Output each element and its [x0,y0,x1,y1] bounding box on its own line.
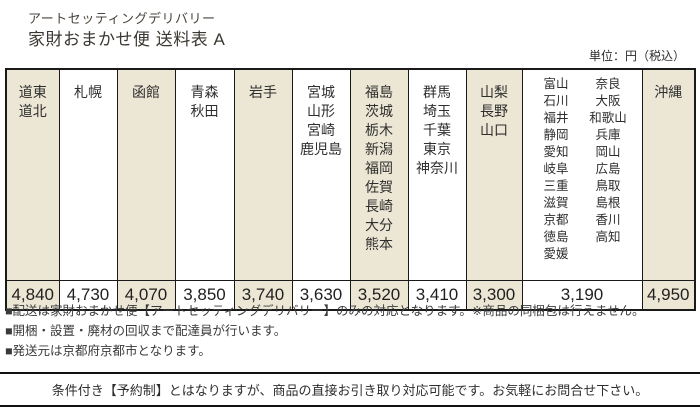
pickup-notice-box: 条件付き【予約制】とはなりますが、商品の直接お引き取り対応可能です。お気軽にお問… [0,372,700,407]
region-header-doto-dohoku: 道東 道北 [5,68,60,281]
price-cell: 3,520 [349,280,409,311]
region-list: 道東 道北 [18,84,47,119]
region-list: 青森 秋田 [190,84,219,119]
region-header-sapporo: 札幌 [58,68,118,281]
note-line: ■発送元は京都府京都市となります。 [5,344,211,358]
region-list: 群馬 埼玉 千葉 東京 神奈川 [416,84,458,176]
price-cell: 3,300 [465,280,523,311]
region-dual-list: 富山 石川 福井 静岡 愛知 岐阜 三重 滋賀 京都 徳島 愛媛 奈良 大阪 和… [523,76,642,263]
region-list: 沖縄 [654,84,683,100]
region-header-hakodate: 函館 [116,68,176,281]
price-cell: 3,740 [233,280,293,311]
notes: ■配送は家財おまかせ便【アートセッティングデリバリー】のみの対応となります。※商… [5,301,697,361]
price-cell: 4,070 [116,280,176,311]
price-cell: 4,950 [641,280,696,311]
region-header-aomori-akita: 青森 秋田 [174,68,235,281]
region-list: 札幌 [74,84,102,100]
price-cell: 3,850 [174,280,235,311]
price-cell: 4,730 [58,280,118,311]
price-row: 4,840 4,730 4,070 3,850 3,740 3,630 3,52… [5,280,696,311]
region-header-yamanashi-group: 山梨 長野 山口 [465,68,523,281]
region-header-row: 道東 道北 札幌 函館 青森 秋田 岩手 宮城 山形 宮崎 鹿児島 福島 茨城 … [5,68,696,281]
region-list: 宮城 山形 宮崎 鹿児島 [300,84,342,157]
shipping-fee-table: 道東 道北 札幌 函館 青森 秋田 岩手 宮城 山形 宮崎 鹿児島 福島 茨城 … [5,68,696,311]
region-header-kanto-group: 群馬 埼玉 千葉 東京 神奈川 [407,68,467,281]
page-title-brand: アートセッティングデリバリー [28,11,216,26]
region-header-iwate: 岩手 [233,68,293,281]
region-header-okinawa: 沖縄 [641,68,696,281]
region-list: 岩手 [249,84,277,100]
region-list-right: 奈良 大阪 和歌山 兵庫 岡山 広島 鳥取 島根 香川 高知 [589,77,627,244]
pickup-notice-text: 条件付き【予約制】とはなりますが、商品の直接お引き取り対応可能です。お気軽にお問… [51,383,649,398]
region-header-miyagi-group: 宮城 山形 宮崎 鹿児島 [291,68,351,281]
note-line: ■開梱・設置・廃材の回収まで配達員が行います。 [5,324,287,338]
region-list: 山梨 長野 山口 [480,84,508,138]
page-title: 家財おまかせ便 送料表 A [28,30,226,49]
region-header-chubu-kansai-group: 富山 石川 福井 静岡 愛知 岐阜 三重 滋賀 京都 徳島 愛媛 奈良 大阪 和… [521,68,643,281]
note-line: ■配送は家財おまかせ便【アートセッティングデリバリー】のみの対応となります。※商… [5,304,645,318]
price-cell: 3,190 [521,280,643,311]
region-header-fukushima-group: 福島 茨城 栃木 新潟 福岡 佐賀 長崎 大分 熊本 [349,68,409,281]
unit-label: 単位：円（税込） [588,49,685,63]
region-list-left: 富山 石川 福井 静岡 愛知 岐阜 三重 滋賀 京都 徳島 愛媛 [543,77,569,261]
price-cell: 3,630 [291,280,351,311]
region-list: 福島 茨城 栃木 新潟 福岡 佐賀 長崎 大分 熊本 [365,84,393,252]
region-list: 函館 [132,84,160,100]
